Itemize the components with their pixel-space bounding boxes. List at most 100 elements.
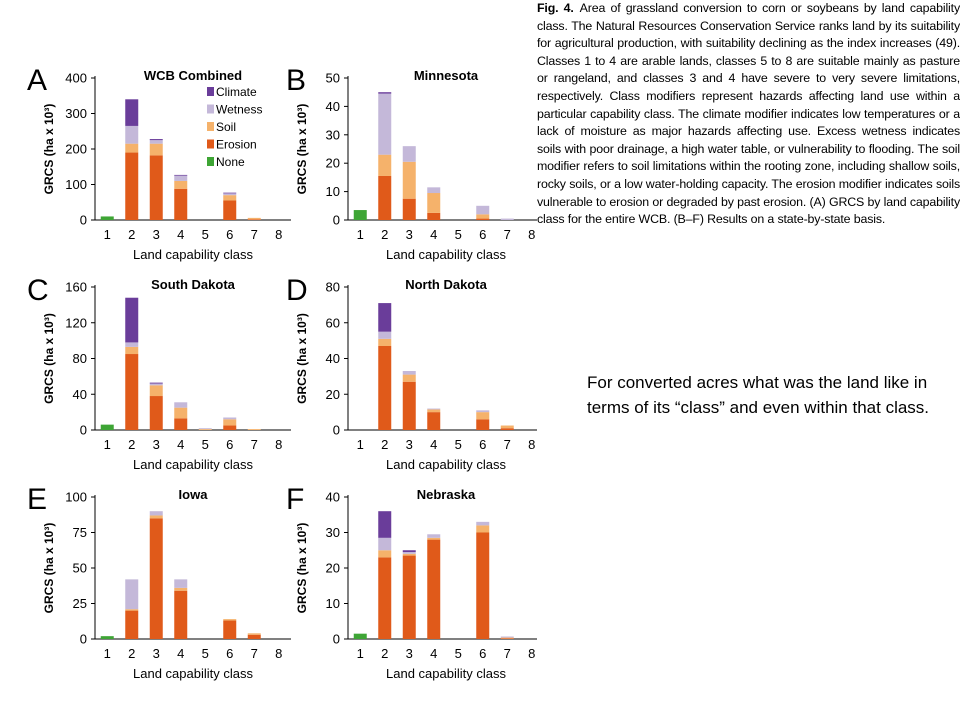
bar-segment-wetness — [174, 175, 188, 181]
y-axis-label: GRCS (ha x 10³) — [295, 104, 309, 195]
x-tick-label: 1 — [104, 227, 111, 242]
x-tick-label: 5 — [455, 646, 462, 661]
bar-segment-wetness — [476, 205, 490, 215]
bar-segment-wetness — [149, 511, 163, 516]
y-tick-label: 100 — [65, 490, 87, 505]
bar-segment-none — [100, 216, 114, 220]
bar-segment-soil — [125, 346, 139, 355]
y-tick-label: 60 — [326, 315, 340, 330]
legend-label: Wetness — [216, 103, 262, 117]
y-tick-label: 0 — [333, 632, 340, 647]
x-tick-label: 5 — [455, 227, 462, 242]
y-tick-label: 0 — [333, 423, 340, 438]
y-tick-label: 20 — [326, 156, 340, 171]
bar-segment-climate — [125, 99, 139, 126]
x-tick-label: 8 — [275, 227, 282, 242]
bar-segment-soil — [125, 143, 139, 153]
bar-segment-erosion — [125, 610, 139, 639]
bar-segment-wetness — [476, 410, 490, 413]
bar-segment-soil — [174, 407, 188, 419]
bar-segment-wetness — [378, 93, 392, 155]
x-tick-label: 4 — [430, 227, 437, 242]
bar-segment-soil — [476, 525, 490, 533]
y-tick-label: 30 — [326, 525, 340, 540]
bar-segment-soil — [402, 553, 416, 556]
x-tick-label: 7 — [251, 646, 258, 661]
x-tick-label: 6 — [479, 646, 486, 661]
panel-letter: C — [27, 274, 49, 307]
bar-segment-erosion — [500, 428, 514, 430]
bar-segment-erosion — [402, 198, 416, 220]
x-tick-label: 3 — [406, 227, 413, 242]
bar-segment-climate — [149, 382, 163, 384]
bar-segment-erosion — [149, 518, 163, 639]
y-axis-label: GRCS (ha x 10³) — [295, 523, 309, 614]
bar-segment-wetness — [125, 125, 139, 144]
y-tick-label: 200 — [65, 142, 87, 157]
bar-segment-soil — [427, 409, 441, 413]
y-tick-label: 75 — [73, 525, 87, 540]
x-axis-label: Land capability class — [386, 666, 506, 681]
bar-segment-soil — [149, 515, 163, 519]
legend-swatch — [207, 139, 214, 149]
legend-swatch — [207, 157, 214, 166]
slide-note: For converted acres what was the land li… — [587, 373, 930, 417]
x-tick-label: 5 — [202, 437, 209, 452]
x-tick-label: 4 — [177, 646, 184, 661]
chart-panel-d: D North Dakota 0 20 40 60 80 GRCS (ha x 10³) 1 2 3… — [286, 274, 537, 472]
bar-segment-erosion — [427, 539, 441, 639]
legend-swatch — [207, 122, 214, 131]
y-tick-label: 40 — [73, 387, 87, 402]
x-tick-label: 2 — [128, 437, 135, 452]
bar-segment-soil — [223, 195, 237, 201]
bar-segment-erosion — [247, 219, 261, 220]
y-tick-label: 50 — [73, 561, 87, 576]
bar-segment-wetness — [427, 187, 441, 194]
bar-segment-wetness — [125, 342, 139, 347]
bar-segment-erosion — [149, 155, 163, 220]
bar-segment-climate — [378, 92, 392, 94]
bar-segment-soil — [378, 154, 392, 176]
x-tick-label: 1 — [357, 437, 364, 452]
figure-caption: Fig. 4. Area of grassland conversion to c… — [537, 0, 960, 290]
x-tick-label: 7 — [251, 437, 258, 452]
bar-segment-erosion — [378, 345, 392, 430]
bar-segment-climate — [174, 174, 188, 176]
bar-segment-none — [353, 633, 367, 639]
x-tick-label: 8 — [275, 646, 282, 661]
x-tick-label: 3 — [153, 646, 160, 661]
panel-letter: B — [286, 64, 306, 97]
bar-segment-soil — [402, 374, 416, 382]
bar-segment-wetness — [402, 371, 416, 375]
bar-segment-erosion — [378, 557, 392, 639]
x-axis-label: Land capability class — [133, 457, 253, 472]
x-tick-label: 7 — [504, 227, 511, 242]
y-tick-label: 40 — [326, 490, 340, 505]
chart-title: WCB Combined — [144, 68, 242, 83]
panel-letter: D — [286, 274, 308, 307]
x-tick-label: 4 — [430, 646, 437, 661]
y-tick-label: 80 — [326, 280, 340, 295]
bar-segment-erosion — [174, 418, 188, 430]
legend-swatch — [207, 104, 214, 114]
legend-label: None — [216, 155, 245, 169]
chart-title: Iowa — [179, 487, 209, 502]
bar-segment-wetness — [378, 331, 392, 339]
y-tick-label: 25 — [73, 596, 87, 611]
bar-segment-wetness — [174, 402, 188, 408]
bar-segment-soil — [247, 429, 261, 430]
y-tick-label: 120 — [65, 315, 87, 330]
x-axis-label: Land capability class — [386, 247, 506, 262]
y-tick-label: 20 — [326, 387, 340, 402]
x-tick-label: 8 — [528, 437, 535, 452]
legend-label: Climate — [216, 85, 257, 99]
bar-segment-erosion — [223, 425, 237, 430]
bar-segment-soil — [476, 214, 490, 219]
bar-segment-wetness — [402, 146, 416, 162]
bar-segment-wetness — [427, 534, 441, 538]
bar-segment-soil — [247, 633, 261, 635]
x-tick-label: 8 — [275, 437, 282, 452]
bar-segment-erosion — [223, 620, 237, 639]
x-tick-label: 2 — [381, 646, 388, 661]
bar-segment-erosion — [427, 412, 441, 430]
